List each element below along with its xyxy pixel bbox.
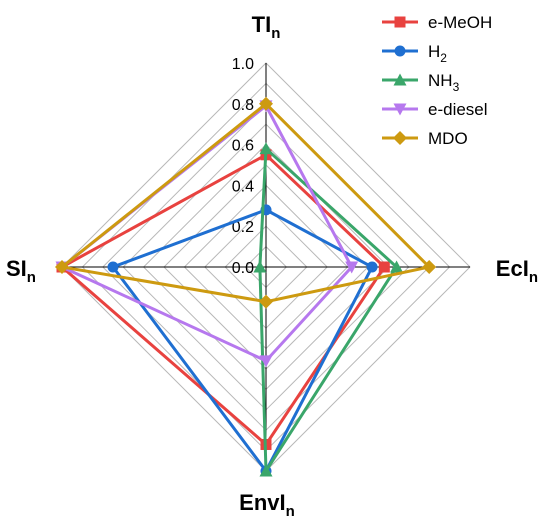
legend-item: NH3 — [382, 71, 460, 94]
axis-label-envi: EnvIn — [239, 490, 295, 520]
tick-label: 0.4 — [232, 178, 254, 195]
series-mdo — [55, 96, 437, 309]
data-point — [259, 294, 273, 309]
data-point — [259, 142, 273, 155]
data-point — [422, 260, 437, 274]
legend-marker — [394, 45, 406, 57]
series-layer — [55, 96, 437, 477]
legend-marker — [393, 103, 407, 116]
legend-label: e-MeOH — [428, 13, 492, 32]
legend-label: NH3 — [428, 71, 460, 94]
data-point — [390, 260, 404, 273]
axis-label-si: SIn — [6, 256, 36, 286]
radial-ticks: 0.0 0.2 0.4 0.6 0.8 1.0 — [232, 56, 254, 277]
data-point — [253, 260, 267, 273]
legend-item: MDO — [382, 129, 468, 148]
axis-label-ti: TIn — [252, 12, 281, 42]
legend-item: e-MeOH — [382, 13, 492, 32]
series-e-meoh — [56, 149, 390, 450]
legend-label: e-diesel — [428, 100, 488, 119]
tick-label: 1.0 — [232, 56, 254, 73]
series-nh — [253, 142, 404, 477]
data-point — [259, 355, 273, 368]
data-point — [55, 260, 69, 274]
legend-marker — [393, 73, 407, 86]
data-point — [378, 261, 390, 273]
grid — [61, 62, 471, 472]
axis-label-eci: EcIn — [496, 256, 538, 286]
data-point — [366, 261, 378, 273]
tick-label: 0.6 — [232, 138, 254, 155]
tick-label: 0.2 — [232, 219, 254, 236]
legend-item: e-diesel — [382, 100, 488, 119]
legend: e-MeOH H2 NH3 e-diesel MDO — [382, 13, 492, 148]
data-point — [107, 261, 119, 273]
legend-marker — [393, 131, 407, 145]
legend-label: MDO — [428, 129, 468, 148]
legend-item: H2 — [382, 42, 447, 65]
tick-label: 0.8 — [232, 97, 254, 114]
data-point — [345, 261, 359, 274]
axis-labels: TIn EcIn EnvIn SIn — [6, 12, 538, 520]
data-point — [259, 464, 273, 477]
legend-label: H2 — [428, 42, 447, 65]
data-point — [259, 96, 273, 111]
legend-marker — [394, 16, 406, 28]
tick-label: 0.0 — [232, 260, 254, 277]
